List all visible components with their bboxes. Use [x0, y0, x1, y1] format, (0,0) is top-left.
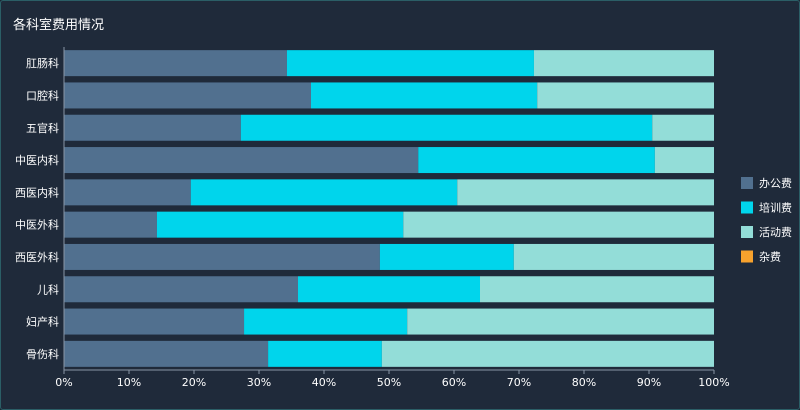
- bar-segment-中医外科-活动费: [403, 211, 714, 238]
- chart-title: 各科室费用情况: [13, 18, 105, 33]
- bar-segment-中医外科-培训费: [156, 211, 404, 238]
- x-tick-label: 80%: [572, 376, 596, 389]
- y-tick-label: 西医内科: [15, 185, 59, 199]
- x-tick-label: 100%: [698, 376, 729, 389]
- bar-segment-儿科-活动费: [480, 276, 714, 303]
- bar-segment-五官科-活动费: [652, 114, 714, 141]
- y-tick-label: 骨伤科: [26, 347, 59, 361]
- bar-segment-中医内科-活动费: [654, 147, 714, 174]
- bar-segment-妇产科-活动费: [407, 308, 714, 335]
- bar-segment-西医外科-活动费: [513, 243, 714, 270]
- x-tick-label: 50%: [377, 376, 401, 389]
- legend-item-培训费[interactable]: 培训费: [741, 201, 792, 215]
- x-tick-label: 10%: [117, 376, 141, 389]
- bar-segment-肛肠科-办公费: [64, 50, 287, 77]
- x-tick-label: 20%: [182, 376, 206, 389]
- legend-item-杂费[interactable]: 杂费: [741, 250, 781, 264]
- legend-item-办公费[interactable]: 办公费: [741, 177, 792, 190]
- bar-segment-骨伤科-活动费: [381, 340, 714, 367]
- legend-swatch: [741, 177, 753, 189]
- bar-segment-五官科-办公费: [64, 114, 241, 141]
- legend-label: 活动费: [759, 226, 792, 239]
- legend-swatch: [741, 226, 753, 238]
- y-tick-label: 中医外科: [15, 218, 59, 232]
- bar-segment-口腔科-办公费: [64, 82, 311, 109]
- bar-segment-五官科-培训费: [240, 114, 653, 141]
- legend-label: 办公费: [759, 177, 792, 190]
- bar-segment-中医内科-办公费: [64, 147, 419, 174]
- legend-label: 杂费: [759, 251, 781, 264]
- bar-segment-肛肠科-活动费: [533, 50, 714, 77]
- bar-segment-口腔科-活动费: [537, 82, 714, 109]
- bar-segment-儿科-办公费: [64, 276, 298, 303]
- bar-segment-妇产科-办公费: [64, 308, 245, 335]
- bar-segment-儿科-培训费: [298, 276, 480, 303]
- x-tick-label: 60%: [442, 376, 466, 389]
- y-tick-label: 肛肠科: [26, 56, 59, 70]
- x-tick-label: 70%: [507, 376, 531, 389]
- bar-segment-妇产科-培训费: [244, 308, 408, 335]
- x-tick-label: 30%: [247, 376, 271, 389]
- bar-segment-西医外科-办公费: [64, 243, 380, 270]
- bar-segment-中医内科-培训费: [418, 147, 655, 174]
- y-tick-label: 五官科: [26, 121, 59, 135]
- legend-item-活动费[interactable]: 活动费: [741, 226, 792, 239]
- bar-segment-中医外科-办公费: [64, 211, 157, 238]
- bar-segment-肛肠科-培训费: [286, 50, 534, 77]
- legend-swatch: [741, 201, 753, 214]
- bar-segment-骨伤科-培训费: [268, 340, 382, 367]
- y-tick-label: 儿科: [37, 282, 59, 296]
- y-tick-label: 妇产科: [26, 315, 59, 329]
- y-tick-label: 口腔科: [26, 88, 59, 102]
- legend-label: 培训费: [759, 201, 792, 215]
- bar-segment-西医外科-培训费: [379, 243, 514, 270]
- x-tick-label: 40%: [312, 376, 336, 389]
- y-tick-label: 西医外科: [15, 250, 59, 264]
- x-tick-label: 0%: [55, 376, 72, 389]
- bar-segment-西医内科-办公费: [64, 179, 191, 206]
- y-tick-label: 中医内科: [15, 153, 59, 167]
- x-tick-label: 90%: [637, 376, 661, 389]
- bar-segment-口腔科-培训费: [311, 82, 538, 109]
- bar-segment-西医内科-培训费: [190, 179, 458, 206]
- bar-segment-骨伤科-办公费: [64, 340, 269, 367]
- legend-swatch: [741, 250, 753, 263]
- bar-segment-西医内科-活动费: [457, 179, 714, 206]
